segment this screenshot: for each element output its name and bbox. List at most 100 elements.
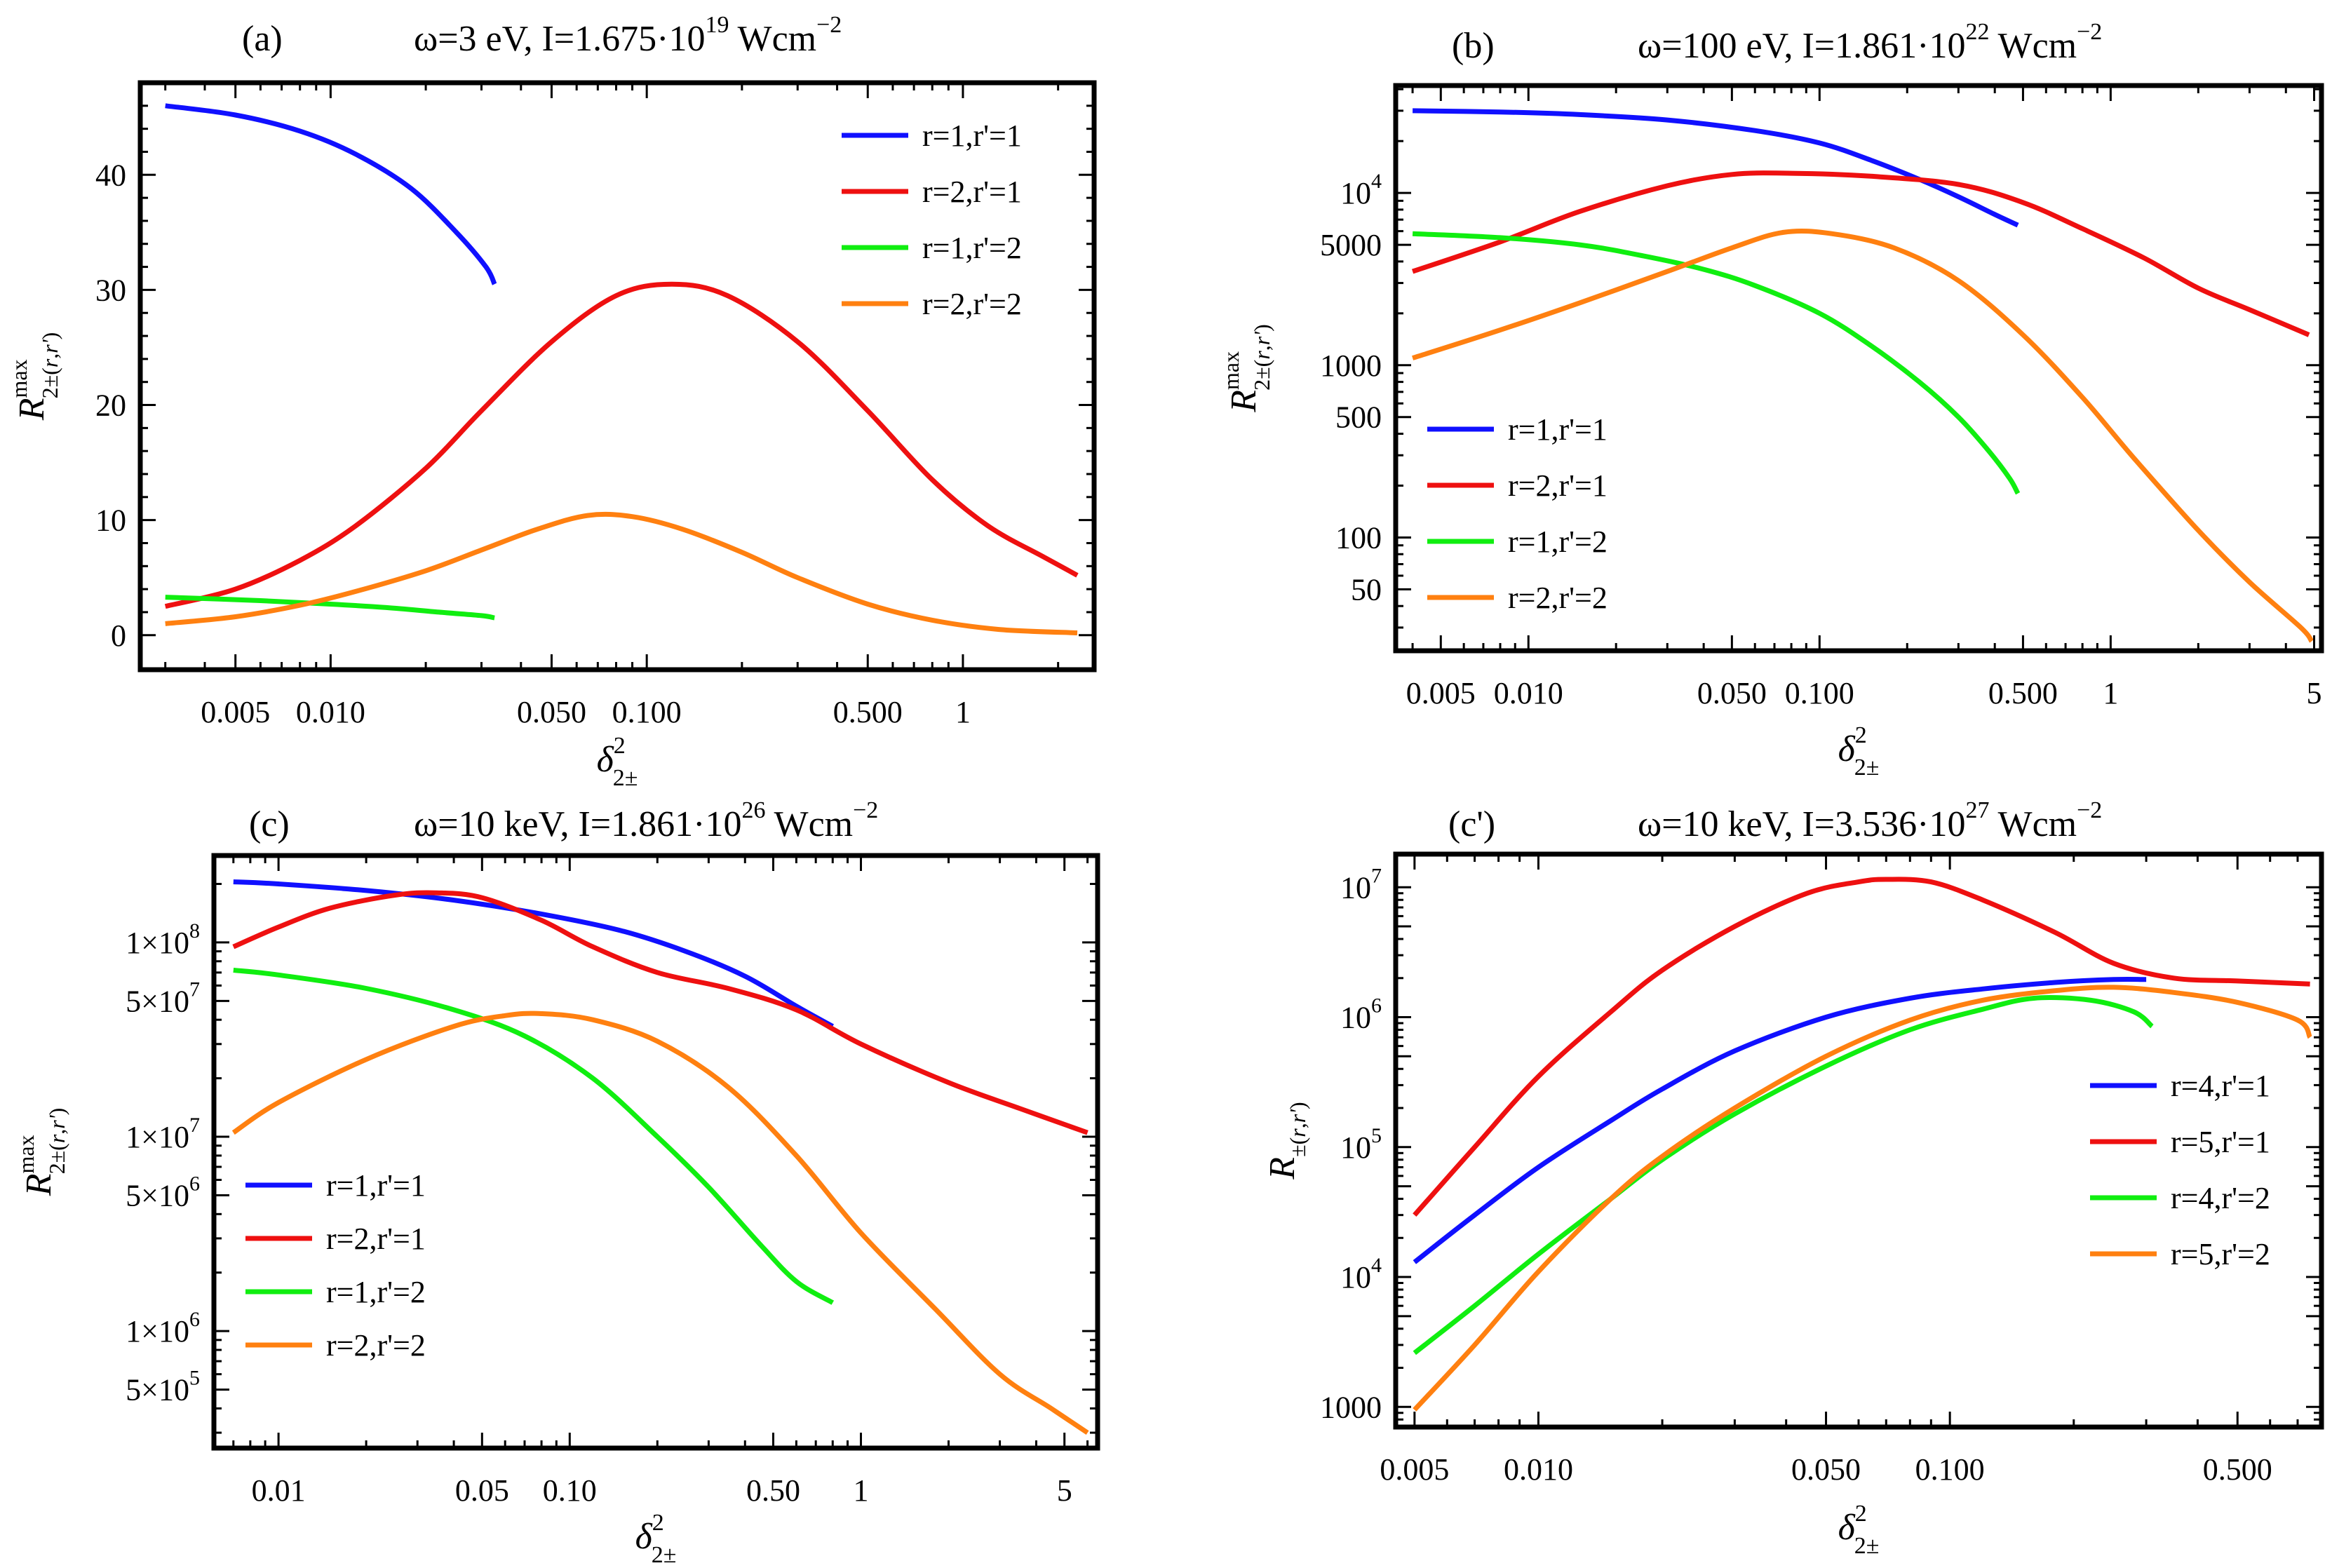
y-tick-label: 0 (111, 619, 126, 653)
chart-panel-3: 0.01 0.05 0.10 0.50 1 5 5×105 1×106 5×106 1×107 5×… (13, 797, 1100, 1568)
series-line-2 (1411, 170, 2310, 337)
series-line-4 (1413, 985, 2312, 1412)
series-line-3 (1412, 231, 2021, 495)
plot-frame (1393, 83, 2324, 654)
legend-entry: r=1,r'=2 (922, 231, 1022, 265)
x-tick-label: 0.500 (833, 695, 903, 729)
panel-label: (b) (1452, 26, 1495, 66)
x-tick-label: 0.010 (1504, 1452, 1573, 1487)
series-line-2 (1413, 877, 2310, 1217)
legend-entry: r=5,r'=2 (2171, 1237, 2270, 1271)
x-tick-label: 0.500 (2203, 1452, 2272, 1487)
legend-entry: r=1,r'=2 (1508, 525, 1608, 559)
panel-label: (c) (249, 804, 290, 844)
series-line-1 (233, 879, 834, 1029)
legend-entry: r=1,r'=1 (326, 1168, 426, 1203)
x-axis-label: δ2 2± (1838, 722, 1880, 780)
y-tick-label: 50 (1351, 572, 1382, 607)
series-line-4 (165, 511, 1078, 635)
chart-title: ω=100 eV, I=1.861·1022 Wcm−2 (1638, 19, 2102, 66)
legend-entry: r=1,r'=1 (1508, 412, 1608, 447)
chart-title: ω=3 eV, I=1.675·1019 Wcm−2 (414, 12, 842, 59)
y-axis-label: Rmax 2±(r,r') (13, 1108, 69, 1196)
panel-label: (a) (242, 19, 283, 59)
legend-entry: r=2,r'=1 (922, 175, 1022, 209)
legend-entry: r=1,r'=2 (326, 1275, 426, 1309)
x-tick-label: 0.005 (1406, 676, 1476, 710)
x-tick-label: 0.05 (455, 1473, 509, 1508)
chart-panel-2: 0.005 0.010 0.050 0.100 0.500 1 5 50 100 500 1000 5… (1218, 19, 2324, 780)
x-tick-label: 0.01 (252, 1473, 306, 1508)
y-axis-label: Rmax 2±(r,r') (1218, 324, 1274, 412)
panel-label: (c') (1448, 804, 1495, 844)
legend-entry: r=2,r'=2 (326, 1328, 426, 1363)
legend-entry: r=2,r'=2 (1508, 581, 1608, 615)
series-line-2 (164, 281, 1079, 609)
x-tick-label: 0.500 (1988, 676, 2058, 710)
series-line-3 (1413, 995, 2154, 1356)
x-tick-label: 0.10 (543, 1473, 597, 1508)
x-tick-label: 0.010 (1494, 676, 1563, 710)
y-tick-label: 10 (95, 503, 126, 538)
y-tick-label: 1000 (1320, 349, 1382, 383)
y-tick-label: 107 (1340, 864, 1382, 905)
series-line-2 (232, 890, 1089, 1135)
x-axis-label: δ2 2± (597, 733, 638, 791)
series-line-1 (165, 103, 497, 285)
legend-entry: r=1,r'=1 (922, 119, 1022, 153)
chart-title: ω=10 keV, I=3.536·1027 Wcm−2 (1638, 797, 2102, 844)
legend-entry: r=2,r'=1 (1508, 468, 1608, 503)
y-tick-label: 20 (95, 388, 126, 423)
y-tick-label: 1×107 (126, 1114, 200, 1154)
x-tick-label: 0.005 (1380, 1452, 1449, 1487)
y-tick-label: 1×108 (126, 919, 200, 960)
x-tick-label: 0.50 (746, 1473, 800, 1508)
x-tick-label: 1 (853, 1473, 868, 1508)
legend-entry: r=2,r'=1 (326, 1222, 426, 1256)
plot-frame (137, 80, 1097, 673)
y-tick-label: 5×107 (126, 978, 200, 1018)
legend-entry: r=2,r'=2 (922, 287, 1022, 321)
y-tick-label: 1000 (1320, 1390, 1382, 1424)
x-tick-label: 1 (955, 695, 971, 729)
x-tick-label: 0.050 (1791, 1452, 1861, 1487)
y-tick-label: 100 (1335, 520, 1382, 555)
y-tick-label: 104 (1340, 170, 1382, 210)
y-axis-label: R±(r,r') (1262, 1102, 1310, 1180)
x-axis-label: δ2 2± (1838, 1501, 1880, 1559)
legend-entry: r=4,r'=1 (2171, 1069, 2270, 1103)
y-tick-label: 105 (1340, 1124, 1382, 1165)
x-tick-label: 0.010 (296, 695, 365, 729)
chart-title: ω=10 keV, I=1.861·1026 Wcm−2 (414, 797, 878, 844)
y-tick-label: 106 (1340, 994, 1382, 1035)
y-tick-label: 40 (95, 158, 126, 192)
series-line-3 (233, 968, 835, 1305)
y-tick-label: 5000 (1320, 228, 1382, 262)
series-line-4 (231, 1011, 1089, 1435)
x-tick-label: 0.005 (201, 695, 270, 729)
series-line-3 (165, 595, 495, 621)
legend-entry: r=5,r'=1 (2171, 1125, 2270, 1159)
y-tick-label: 1×106 (126, 1308, 200, 1349)
chart-panel-4: 0.005 0.010 0.050 0.100 0.500 1000 104 105 106 10… (1262, 797, 2324, 1559)
x-tick-label: 0.100 (1915, 1452, 1985, 1487)
legend-entry: r=4,r'=2 (2171, 1181, 2270, 1215)
y-tick-label: 30 (95, 273, 126, 307)
x-tick-label: 5 (2306, 676, 2321, 710)
x-tick-label: 0.100 (612, 695, 682, 729)
series-line-4 (1412, 229, 2314, 643)
y-tick-label: 500 (1335, 400, 1382, 435)
x-axis-label: δ2 2± (635, 1510, 677, 1568)
series-line-1 (1413, 976, 2147, 1264)
x-tick-label: 0.050 (1697, 676, 1767, 710)
x-tick-label: 0.100 (1785, 676, 1854, 710)
y-tick-label: 5×106 (126, 1172, 200, 1212)
y-tick-label: 5×105 (126, 1367, 200, 1407)
series-line-1 (1413, 108, 2019, 228)
x-tick-label: 0.050 (517, 695, 586, 729)
x-tick-label: 5 (1057, 1473, 1072, 1508)
x-tick-label: 1 (2103, 676, 2118, 710)
plot-frame (211, 853, 1100, 1451)
